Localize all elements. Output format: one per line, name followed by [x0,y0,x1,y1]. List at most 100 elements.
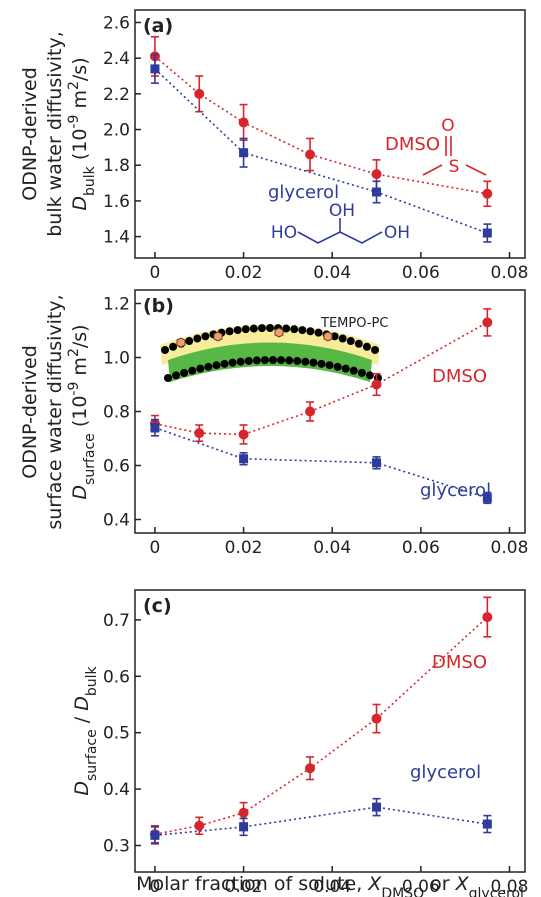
y-tick-label: 0.6 [103,667,130,687]
lipid-head [362,342,371,351]
marker [371,169,382,180]
marker [482,493,492,503]
marker [482,188,493,199]
x-label-part: glycerol [469,886,524,897]
y-label-line: Dsurface (10-9 m2/s) [66,324,98,499]
y-tick-label: 0.4 [103,511,130,531]
x-tick-label: 0.06 [402,263,440,283]
marker [305,763,316,774]
lipid-head [169,342,178,351]
y-label-line: surface water diffusivity, [44,294,66,529]
lipid-head [306,327,315,336]
y-tick-label: 0.5 [103,724,130,744]
panel-label: (a) [143,15,173,37]
series-label: glycerol [268,182,339,203]
structure-atom: OH [384,223,410,243]
series-line [154,55,488,195]
lipid-head [161,346,169,354]
lipid-head [330,332,339,341]
marker [372,802,382,812]
y-label-line: bulk water diffusivity, [44,31,66,237]
y-label-part: (10 [69,396,91,434]
lipid-head [349,366,358,375]
lipid-head [244,356,253,365]
lipid-head [285,356,294,365]
lipid-head [201,332,210,341]
lipid-head [282,324,291,333]
y-label-part: D [69,196,91,211]
lipid-head [325,361,334,370]
lipid-head [266,324,274,332]
lipid-head [365,371,374,380]
x-tick-label: 0.02 [225,877,263,897]
y-label-part: m [69,90,91,115]
lipid-head [236,357,245,366]
y-label-part: 2 [66,348,82,357]
x-label-part: DMSO [381,886,424,897]
lipid-head [185,337,194,346]
glycerol-structure [297,218,383,244]
lipid-head [172,371,181,380]
y-tick-label: 2.4 [103,49,130,69]
lipid-head [193,334,202,343]
y-label-part: surface [82,433,98,485]
y-tick-label: 0.6 [103,457,130,477]
y-label: ODNP-derived bulk water diffusivity, Dbu… [19,31,98,237]
marker [150,423,160,433]
lipid-head [277,356,286,365]
y-label-part: surface [84,729,100,781]
plot-frame [134,9,526,259]
marker [482,228,492,238]
lipid-head [212,361,221,370]
lipid-head [269,356,277,364]
y-tick-label: 0.7 [103,611,130,631]
marker [305,149,316,160]
lipid-head [225,327,234,336]
marker [194,820,205,831]
x-tick-label: 0.06 [402,538,440,558]
x-tick-label: 0.02 [225,263,263,283]
y-label-part: D [69,485,91,500]
series-line [154,426,488,499]
series-label: glycerol [420,480,491,501]
marker [482,317,493,328]
inset-label: TEMPO-PC [320,316,388,331]
y-tick-label: 2.6 [103,13,130,33]
series-line [154,806,488,837]
y-label-part: D [71,696,93,711]
y-tick-label: 2.0 [103,121,130,141]
y-tick-label: 1.0 [103,349,130,369]
lipid-head [204,362,213,371]
structure-atom: OH [329,201,355,221]
lipid-head [298,326,307,335]
marker [239,822,249,832]
lipid-head [260,356,269,365]
lipid-head [257,324,266,333]
marker [305,406,316,417]
marker [239,454,249,464]
marker [482,819,492,829]
x-label-part: X [455,873,470,895]
marker [194,88,205,99]
x-label-part: X [367,873,382,895]
panel-label: (b) [143,295,174,317]
y-label: ODNP-derived surface water diffusivity, … [19,294,98,529]
series-line [154,68,488,234]
y-tick-label: 2.2 [103,85,130,105]
x-tick-label: 0.08 [491,263,529,283]
series-label: DMSO [385,134,440,155]
y-tick-label: 1.4 [103,228,130,248]
y-label-part: m [69,357,91,382]
x-tick-label: 0.08 [491,538,529,558]
series-label: DMSO [432,366,487,387]
lipid-head [314,328,323,337]
marker [150,830,160,840]
lipid-head [346,337,355,346]
lipid-head [180,368,189,377]
x-tick-label: 0.06 [402,877,440,897]
y-label-part: D [71,781,93,796]
y-tick-label: 1.8 [103,156,130,176]
y-label-part: -9 [66,382,82,396]
